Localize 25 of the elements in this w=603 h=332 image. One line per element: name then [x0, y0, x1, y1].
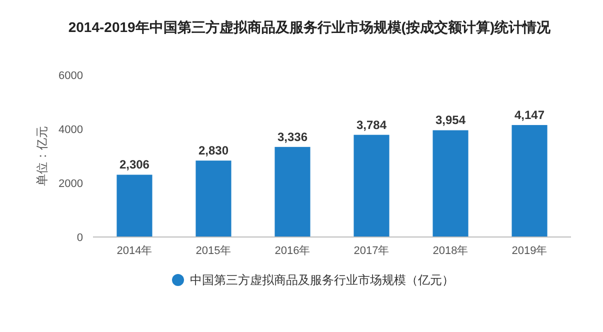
legend-label: 中国第三方虚拟商品及服务行业市场规模（亿元）	[190, 273, 454, 288]
text: 2,306	[119, 158, 150, 172]
y-tick-label: 6000	[58, 70, 83, 82]
y-tick-label: 0	[76, 232, 83, 244]
bar	[274, 146, 310, 237]
x-tick-label: 2014年	[116, 245, 152, 257]
x-tick-label: 2016年	[274, 245, 310, 257]
text: 4,147	[514, 108, 545, 122]
text: 3,784	[356, 118, 387, 132]
x-tick-label: 2018年	[432, 245, 468, 257]
bar	[432, 130, 468, 237]
bar	[512, 125, 548, 237]
y-tick-label: 4000	[58, 124, 83, 136]
x-tick-label: 2017年	[354, 245, 390, 257]
x-tick-label: 2019年	[512, 245, 548, 257]
x-tick-label: 2015年	[196, 245, 232, 257]
bar	[354, 134, 390, 237]
bar	[116, 174, 152, 237]
chart-title: 2014-2019年中国第三方虚拟商品及服务行业市场规模(按成交额计算)统计情况	[68, 19, 552, 35]
bar	[196, 160, 232, 237]
y-axis-title: 单位：亿元	[35, 126, 49, 186]
text: 3,954	[435, 113, 466, 128]
text: 2,830	[198, 144, 229, 158]
y-tick-label: 2000	[58, 178, 83, 190]
text: 3,336	[277, 130, 308, 144]
